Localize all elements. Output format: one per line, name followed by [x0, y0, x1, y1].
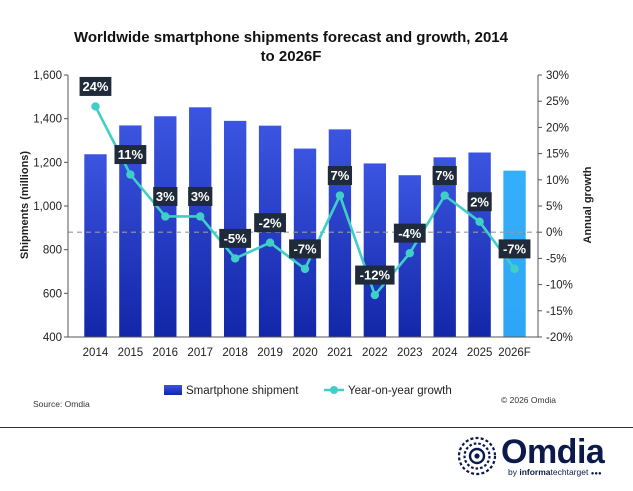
x-tick-label: 2021 [327, 347, 353, 359]
omdia-tagline: by informatechtarget ●●● [508, 467, 602, 477]
x-tick-label: 2023 [397, 347, 423, 359]
y-tick-label: 400 [43, 332, 62, 344]
x-tick-label: 2016 [153, 347, 179, 359]
y2-tick-label: 10% [546, 175, 569, 187]
y-axis-title: Shipments (millions) [19, 151, 31, 260]
legend: Smartphone shipment Year-on-year growth [164, 385, 452, 397]
growth-label-2015: 11% [114, 145, 147, 165]
growth-label-text: 3% [156, 189, 175, 204]
growth-label-2026F: -7% [498, 239, 531, 259]
growth-label-text: 3% [191, 189, 210, 204]
bar-2014 [84, 154, 107, 337]
growth-label-text: -4% [398, 226, 422, 241]
y2-tick-label: 5% [546, 201, 563, 213]
y-tick-label: 800 [43, 245, 62, 257]
growth-label-text: -2% [259, 215, 283, 230]
growth-label-2020: -7% [289, 239, 321, 259]
growth-point-2021 [335, 191, 345, 200]
bar-2021 [328, 129, 352, 337]
growth-point-2019 [265, 238, 275, 247]
growth-label-2025: 2% [467, 192, 492, 212]
source-note: Source: Omdia [33, 399, 90, 409]
omdia-logo: Omdia by informatechtarget ●●● [456, 433, 616, 483]
growth-label-2023: -4% [393, 223, 426, 243]
growth-label-text: 2% [470, 194, 489, 209]
growth-point-2017 [196, 212, 205, 221]
y2-tick-label: -20% [546, 332, 573, 344]
x-tick-label: 2019 [257, 347, 283, 359]
omdia-mark-icon [457, 436, 497, 476]
growth-label-text: -7% [293, 241, 317, 256]
y-tick-label: 600 [43, 288, 62, 300]
bar-2017 [189, 107, 212, 338]
bar-2016 [154, 116, 177, 337]
growth-label-text: 11% [118, 147, 144, 162]
x-tick-label: 2014 [83, 347, 109, 359]
y2-tick-label: 20% [546, 122, 569, 134]
y2-tick-label: -5% [546, 253, 566, 265]
legend-bar-label: Smartphone shipment [186, 385, 299, 397]
growth-label-text: -12% [360, 268, 391, 283]
growth-label-text: 7% [331, 168, 350, 183]
y-tick-label: 1,400 [33, 114, 62, 126]
y2-tick-label: -15% [546, 306, 573, 318]
y-tick-label: 1,600 [33, 70, 62, 82]
y2-tick-label: -10% [546, 280, 573, 292]
growth-point-2016 [161, 212, 170, 221]
x-tick-label: 2020 [292, 347, 318, 359]
legend-line-label: Year-on-year growth [348, 385, 452, 397]
growth-label-2017: 3% [188, 186, 213, 206]
footer-divider [0, 427, 633, 428]
growth-label-2024: 7% [432, 166, 457, 186]
growth-label-text: -5% [224, 231, 248, 246]
growth-point-2026F [510, 264, 519, 274]
growth-point-2014 [91, 102, 100, 111]
chart-title-line-1: Worldwide smartphone shipments forecast … [74, 29, 509, 46]
x-tick-label: 2024 [432, 347, 458, 359]
bar-2015 [119, 125, 142, 337]
growth-label-2014: 24% [79, 76, 112, 96]
growth-point-2025 [475, 217, 484, 226]
legend-line-marker [330, 386, 338, 394]
y2-tick-label: 30% [546, 70, 569, 82]
y2-tick-label: 25% [546, 96, 569, 108]
y2-tick-label: 0% [546, 227, 563, 239]
growth-label-text: -7% [503, 241, 527, 256]
x-tick-label: 2015 [118, 347, 144, 359]
growth-point-2023 [405, 248, 414, 258]
x-tick-label: 2026F [498, 347, 531, 359]
growth-label-2019: -2% [254, 213, 286, 233]
x-tick-label: 2018 [222, 347, 248, 359]
x-tick-label: 2025 [467, 347, 493, 359]
y-tick-label: 1,000 [33, 201, 62, 213]
bar-2022 [363, 163, 387, 337]
omdia-wordmark: Omdia [501, 433, 605, 471]
growth-label-text: 7% [435, 168, 454, 183]
x-tick-label: 2022 [362, 347, 388, 359]
x-tick-label: 2017 [187, 347, 213, 359]
growth-label-2022: -12% [355, 265, 395, 285]
growth-label-text: 24% [82, 79, 108, 94]
y2-tick-label: 15% [546, 149, 569, 161]
y-tick-label: 1,200 [33, 157, 62, 169]
growth-point-2024 [440, 191, 449, 200]
growth-point-2022 [370, 290, 380, 300]
bar-2025 [468, 152, 491, 337]
growth-point-2018 [230, 254, 240, 263]
legend-bar-swatch [164, 385, 182, 395]
growth-label-2016: 3% [153, 186, 178, 206]
copyright-note: © 2026 Omdia [501, 395, 556, 405]
growth-point-2020 [300, 264, 310, 274]
chart-title-line-2: to 2026F [261, 48, 322, 65]
growth-point-2015 [126, 170, 135, 179]
growth-label-2018: -5% [219, 228, 252, 248]
growth-label-2021: 7% [327, 166, 353, 186]
y2-axis-title: Annual growth [582, 166, 594, 243]
